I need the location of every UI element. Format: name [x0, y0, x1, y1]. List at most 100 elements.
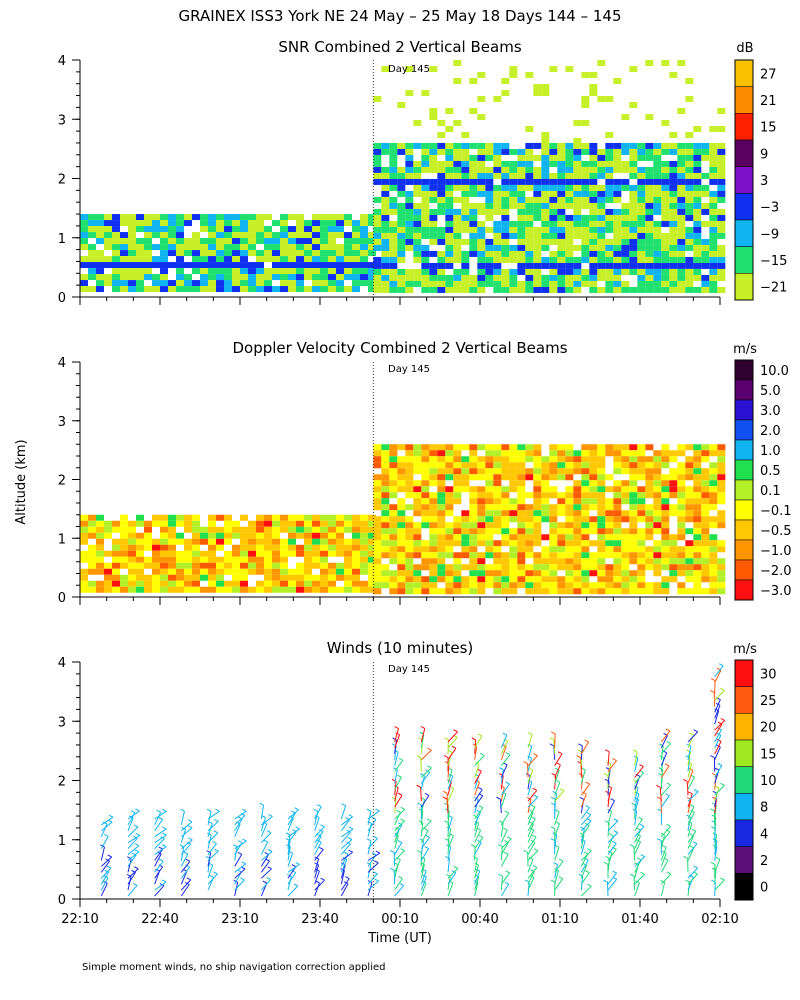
heatmap-cell	[581, 450, 590, 457]
heatmap-cell	[605, 534, 614, 541]
heatmap-cell	[653, 564, 662, 571]
heatmap-cell	[176, 280, 184, 287]
heatmap-cell	[152, 232, 160, 239]
wind-barb	[714, 746, 721, 760]
heatmap-cell	[120, 214, 128, 221]
heatmap-cell	[344, 586, 352, 593]
heatmap-cell	[525, 570, 534, 577]
heatmap-cell	[232, 226, 240, 233]
heatmap-cell	[429, 492, 438, 499]
heatmap-cell	[477, 178, 486, 185]
heatmap-cell	[469, 498, 478, 505]
heatmap-cell	[645, 226, 654, 233]
heatmap-cell	[240, 526, 248, 533]
heatmap-cell	[661, 480, 670, 487]
heatmap-cell	[256, 250, 264, 257]
heatmap-cell	[565, 558, 574, 565]
heatmap-cell	[272, 520, 280, 527]
heatmap-cell	[136, 262, 144, 269]
heatmap-cell	[373, 178, 382, 185]
heatmap-cell	[549, 226, 558, 233]
heatmap-cell	[264, 244, 272, 251]
heatmap-cell	[453, 516, 462, 523]
heatmap-cell	[693, 154, 702, 161]
heatmap-cell	[573, 244, 582, 251]
heatmap-cell	[381, 498, 390, 505]
heatmap-cell	[573, 184, 582, 191]
heatmap-cell	[421, 256, 430, 263]
heatmap-cell	[677, 286, 686, 293]
heatmap-cell	[717, 558, 726, 565]
heatmap-cell	[128, 262, 136, 269]
heatmap-cell	[557, 528, 566, 535]
heatmap-cell	[621, 142, 630, 149]
heatmap-cell	[533, 492, 542, 499]
heatmap-cell	[573, 558, 582, 565]
wind-barb	[580, 828, 585, 843]
heatmap-cell	[557, 172, 566, 179]
heatmap-cell	[477, 522, 486, 529]
heatmap-cell	[184, 274, 192, 281]
wind-barb-flag	[559, 788, 565, 792]
heatmap-cell	[445, 108, 454, 114]
heatmap-cell	[533, 474, 542, 481]
heatmap-cell	[677, 214, 686, 221]
heatmap-cell	[445, 582, 454, 589]
heatmap-cell	[645, 250, 654, 257]
heatmap-cell	[525, 588, 534, 595]
heatmap-cell	[613, 462, 622, 469]
heatmap-cell	[112, 220, 120, 227]
heatmap-cell	[589, 280, 598, 287]
heatmap-cell	[549, 474, 558, 481]
heatmap-cell	[485, 196, 494, 203]
wind-barb	[207, 821, 219, 832]
heatmap-cell	[421, 498, 430, 505]
wind-barb-flag	[528, 767, 533, 771]
heatmap-cell	[373, 450, 382, 457]
wind-barb	[287, 885, 299, 897]
heatmap-cell	[232, 550, 240, 557]
heatmap-cell	[304, 274, 312, 281]
heatmap-cell	[461, 214, 470, 221]
heatmap-cell	[573, 516, 582, 523]
wind-barb	[714, 799, 717, 814]
heatmap-cell	[312, 268, 320, 275]
heatmap-cell	[429, 148, 438, 155]
heatmap-cell	[352, 280, 360, 287]
wind-barb-flag	[161, 844, 167, 848]
heatmap-cell	[661, 516, 670, 523]
wind-barb-flag	[666, 823, 671, 827]
heatmap-cell	[613, 456, 622, 463]
colorbar-swatch	[734, 713, 754, 741]
wind-barb-flag	[553, 862, 558, 866]
heatmap-cell	[693, 480, 702, 487]
heatmap-cell	[437, 486, 446, 493]
heatmap-cell	[637, 528, 646, 535]
wind-barb	[659, 787, 662, 802]
colorbar-swatch	[734, 246, 754, 274]
heatmap-cell	[605, 528, 614, 535]
heatmap-cell	[645, 184, 654, 191]
wind-barb	[660, 859, 669, 873]
heatmap-cell	[437, 552, 446, 559]
heatmap-cell	[501, 142, 510, 149]
heatmap-cell	[120, 526, 128, 533]
wind-barb	[474, 764, 480, 778]
heatmap-cell	[336, 232, 344, 239]
heatmap-cell	[597, 286, 606, 293]
heatmap-cell	[296, 574, 304, 581]
heatmap-cell	[232, 532, 240, 539]
heatmap-cell	[389, 172, 398, 179]
heatmap-cell	[232, 232, 240, 239]
colorbar-swatch	[734, 113, 754, 141]
heatmap-cell	[669, 72, 678, 78]
heatmap-cell	[429, 540, 438, 547]
heatmap-cell	[669, 570, 678, 577]
heatmap-cell	[429, 160, 438, 167]
heatmap-cell	[144, 250, 152, 257]
heatmap-cell	[653, 154, 662, 161]
heatmap-cell	[589, 226, 598, 233]
heatmap-cell	[661, 528, 670, 535]
wind-barb-flag	[639, 764, 644, 768]
heatmap-cell	[525, 166, 534, 173]
